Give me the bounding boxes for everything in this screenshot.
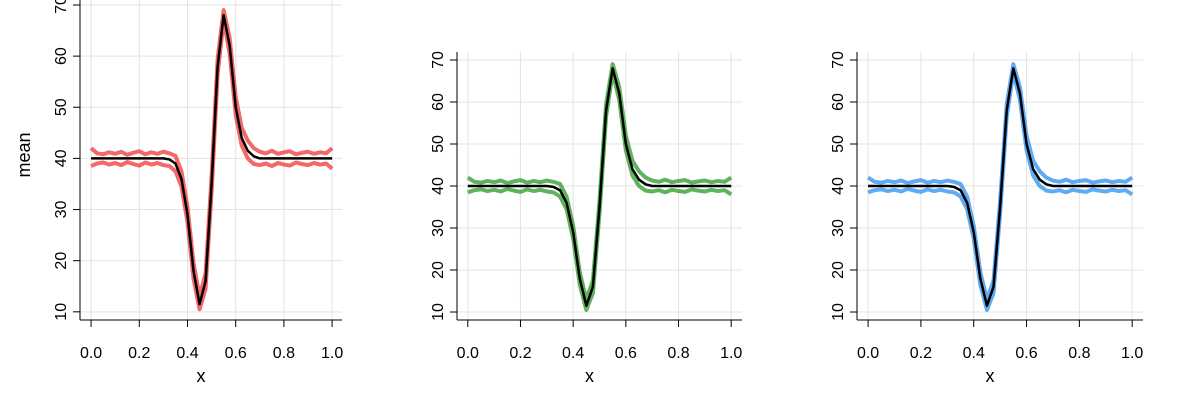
y-tick-label: 50	[830, 135, 847, 153]
y-tick-label: 50	[430, 135, 447, 153]
x-tick-label: 0.8	[273, 345, 295, 362]
mean-line	[467, 67, 732, 307]
y-tick-label: 40	[430, 177, 447, 195]
plot	[89, 8, 334, 312]
x-axis-label: x	[197, 366, 206, 386]
plot	[867, 62, 1134, 312]
y-tick-label: 10	[430, 303, 447, 321]
y-tick-label: 70	[430, 51, 447, 69]
plot	[466, 62, 733, 312]
x-tick-label: 0.4	[176, 345, 198, 362]
x-tick-label: 1.0	[720, 345, 742, 362]
x-tick-label: 0.4	[562, 345, 584, 362]
y-tick-label: 10	[53, 303, 70, 321]
x-axis-label: x	[585, 366, 594, 386]
x-axis-label: x	[986, 366, 995, 386]
y-tick-label: 40	[830, 177, 847, 195]
y-tick-label: 10	[830, 303, 847, 321]
y-tick-label: 20	[430, 261, 447, 279]
x-tick-label: 0.2	[910, 345, 932, 362]
x-tick-label: 0.0	[457, 345, 479, 362]
y-tick-label: 20	[830, 261, 847, 279]
mean-line	[91, 13, 333, 306]
x-tick-label: 1.0	[1121, 345, 1143, 362]
sample-band	[867, 62, 1134, 302]
sample-band	[466, 62, 733, 302]
y-tick-label: 70	[53, 0, 70, 14]
x-tick-label: 0.2	[128, 345, 150, 362]
x-tick-label: 0.2	[509, 345, 531, 362]
y-tick-label: 60	[430, 93, 447, 111]
x-tick-label: 0.6	[225, 345, 247, 362]
y-tick-label: 30	[430, 219, 447, 237]
y-axis-label: mean	[14, 132, 34, 177]
y-tick-label: 60	[53, 47, 70, 65]
x-tick-label: 1.0	[321, 345, 343, 362]
y-tick-label: 50	[53, 98, 70, 116]
y-tick-label: 30	[53, 201, 70, 219]
x-tick-label: 0.0	[80, 345, 102, 362]
y-tick-label: 70	[830, 51, 847, 69]
y-tick-label: 20	[53, 252, 70, 270]
x-tick-label: 0.8	[667, 345, 689, 362]
x-tick-label: 0.8	[1068, 345, 1090, 362]
y-tick-label: 30	[830, 219, 847, 237]
x-tick-label: 0.4	[963, 345, 985, 362]
y-tick-label: 40	[53, 149, 70, 167]
x-tick-label: 0.6	[1015, 345, 1037, 362]
x-tick-label: 0.0	[857, 345, 879, 362]
x-tick-label: 0.6	[615, 345, 637, 362]
mean-line	[868, 67, 1133, 307]
y-tick-label: 60	[830, 93, 847, 111]
